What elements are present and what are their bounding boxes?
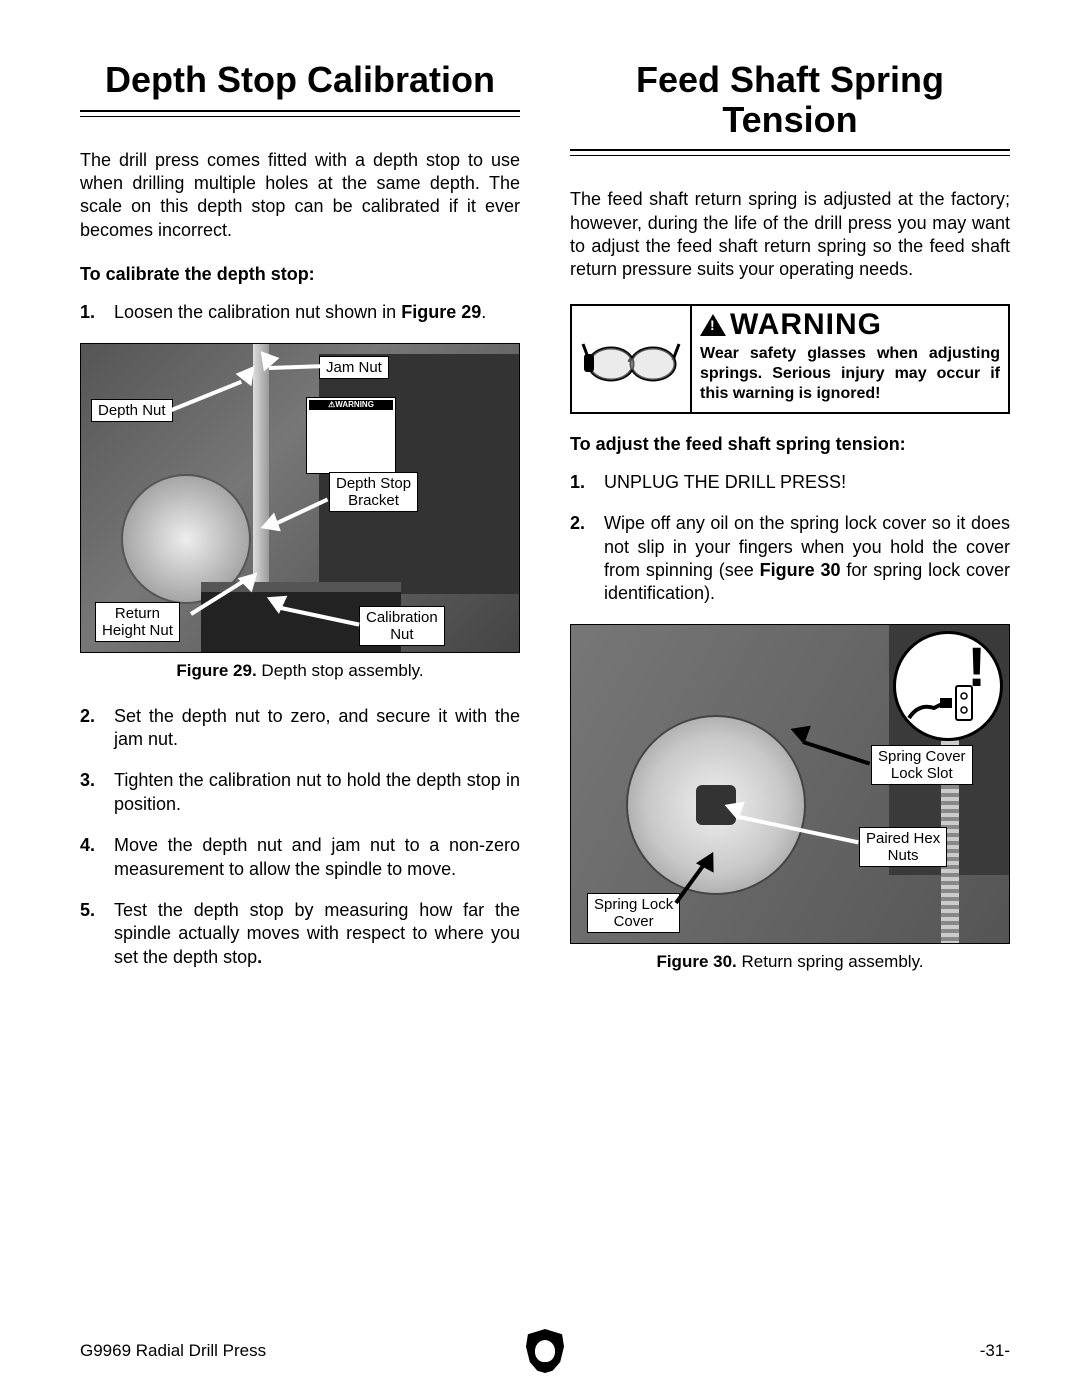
right-title: Feed Shaft Spring Tension bbox=[570, 60, 1010, 139]
step-text: Set the depth nut to zero, and secure it… bbox=[114, 705, 520, 752]
rule bbox=[570, 149, 1010, 151]
step-4: Move the depth nut and jam nut to a non-… bbox=[80, 834, 520, 881]
callout-jam-nut: Jam Nut bbox=[319, 356, 389, 379]
left-steps-1: Loosen the calibration nut shown in Figu… bbox=[80, 301, 520, 324]
rule bbox=[80, 116, 520, 117]
step-text: UNPLUG THE DRILL PRESS! bbox=[604, 471, 846, 494]
right-steps: UNPLUG THE DRILL PRESS! Wipe off any oil… bbox=[570, 471, 1010, 606]
step-text: . bbox=[481, 302, 486, 322]
warning-box: WARNING Wear safety glasses when adjusti… bbox=[570, 304, 1010, 414]
figure-30-caption: Figure 30. Return spring assembly. bbox=[570, 952, 1010, 972]
left-steps-2: Set the depth nut to zero, and secure it… bbox=[80, 705, 520, 970]
caption-bold: Figure 30. bbox=[656, 952, 736, 971]
caption-bold: Figure 29. bbox=[176, 661, 256, 680]
figure-ref: Figure 30 bbox=[760, 560, 841, 580]
right-lead: To adjust the feed shaft spring tension: bbox=[570, 434, 1010, 455]
rule bbox=[80, 110, 520, 112]
warning-header-text: WARNING bbox=[730, 310, 882, 340]
step-1: Loosen the calibration nut shown in Figu… bbox=[80, 301, 520, 324]
figure-29-caption: Figure 29. Depth stop assembly. bbox=[80, 661, 520, 681]
figure-ref: Figure 29 bbox=[401, 302, 481, 322]
brand-logo-icon bbox=[526, 1329, 564, 1373]
callout-spring-lock-cover: Spring Lock Cover bbox=[587, 893, 680, 934]
step-text: Tighten the calibration nut to hold the … bbox=[114, 769, 520, 816]
left-column: Depth Stop Calibration The drill press c… bbox=[80, 60, 520, 996]
unplug-icon: ! bbox=[893, 631, 1003, 741]
left-lead: To calibrate the depth stop: bbox=[80, 264, 520, 285]
callout-paired-hex-nuts: Paired Hex Nuts bbox=[859, 827, 947, 868]
footer-left: G9969 Radial Drill Press bbox=[80, 1341, 266, 1361]
warning-text: Wear safety glasses when adjusting sprin… bbox=[700, 344, 1000, 404]
step-1: UNPLUG THE DRILL PRESS! bbox=[570, 471, 1010, 494]
step-text-bold: . bbox=[257, 947, 262, 967]
step-2: Wipe off any oil on the spring lock cove… bbox=[570, 512, 1010, 606]
step-5: Test the depth stop by measuring how far… bbox=[80, 899, 520, 969]
caption-text: Depth stop assembly. bbox=[257, 661, 424, 680]
right-column: Feed Shaft Spring Tension The feed shaft… bbox=[570, 60, 1010, 996]
figure-30: ! Spring Cover Lock Slot Paired Hex Nuts… bbox=[570, 624, 1010, 944]
callout-spring-cover-lock-slot: Spring Cover Lock Slot bbox=[871, 745, 973, 786]
footer-page-number: -31- bbox=[980, 1341, 1010, 1361]
callout-depth-stop-bracket: Depth Stop Bracket bbox=[329, 472, 418, 513]
safety-glasses-icon bbox=[572, 306, 692, 412]
rule bbox=[570, 155, 1010, 156]
step-text: Move the depth nut and jam nut to a non-… bbox=[114, 834, 520, 881]
left-intro: The drill press comes fitted with a dept… bbox=[80, 149, 520, 243]
inline-warning-label: ⚠WARNING bbox=[306, 397, 396, 474]
callout-depth-nut: Depth Nut bbox=[91, 399, 173, 422]
callout-calibration-nut: Calibration Nut bbox=[359, 606, 445, 647]
warning-triangle-icon bbox=[700, 314, 726, 336]
figure-29: ⚠WARNING Jam Nut Depth Nut Depth Stop Br… bbox=[80, 343, 520, 653]
page-footer: G9969 Radial Drill Press -31- bbox=[80, 1341, 1010, 1361]
left-title: Depth Stop Calibration bbox=[80, 60, 520, 100]
warning-header: WARNING bbox=[700, 310, 1000, 340]
right-intro: The feed shaft return spring is adjusted… bbox=[570, 188, 1010, 282]
caption-text: Return spring assembly. bbox=[737, 952, 924, 971]
callout-return-height-nut: Return Height Nut bbox=[95, 602, 180, 643]
step-text: Loosen the calibration nut shown in bbox=[114, 302, 401, 322]
step-2: Set the depth nut to zero, and secure it… bbox=[80, 705, 520, 752]
step-3: Tighten the calibration nut to hold the … bbox=[80, 769, 520, 816]
step-text: Test the depth stop by measuring how far… bbox=[114, 900, 520, 967]
